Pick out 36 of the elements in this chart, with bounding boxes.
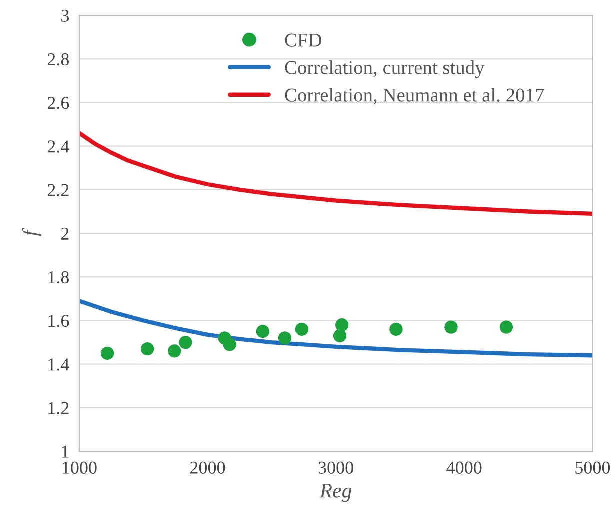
x-tick-label: 4000	[446, 462, 482, 474]
y-tick-label: 1	[62, 446, 69, 458]
y-tick-label: 2.4	[48, 140, 70, 153]
x-tick-label: 1000	[62, 462, 97, 474]
legend-label: Correlation, current study	[285, 60, 485, 78]
point	[500, 320, 514, 334]
point	[295, 322, 309, 336]
point	[444, 320, 458, 334]
legend-label: CFD	[285, 34, 322, 47]
y-tick-label: 1.6	[48, 315, 70, 328]
line-series	[79, 299, 593, 358]
point	[278, 332, 292, 345]
y-tick-label: 3	[62, 10, 69, 22]
point	[179, 336, 192, 350]
y-tick-label: 1.2	[48, 402, 69, 414]
point	[335, 318, 349, 332]
y-tick-label: 2.8	[48, 53, 70, 66]
y-tick-label: 2.6	[48, 97, 70, 110]
y-axis-title: f	[22, 228, 42, 236]
line-series	[79, 131, 593, 216]
y-tick-label: 1.8	[48, 271, 70, 284]
point	[333, 329, 347, 343]
point	[256, 325, 270, 338]
x-tick-label: 3000	[318, 462, 354, 474]
point	[100, 346, 114, 360]
x-tick-label: 5000	[576, 462, 610, 474]
point	[168, 344, 182, 358]
x-axis-title: Reg	[320, 484, 352, 502]
y-tick-label: 1.4	[48, 358, 70, 371]
point	[390, 322, 403, 336]
x-tick-label: 2000	[190, 462, 226, 474]
y-tick-label: 2.2	[48, 184, 69, 196]
point	[140, 342, 154, 356]
y-tick-label: 2	[61, 228, 69, 240]
legend-label: Correlation, Neumann et al. 2017	[285, 88, 544, 105]
point	[223, 338, 236, 352]
